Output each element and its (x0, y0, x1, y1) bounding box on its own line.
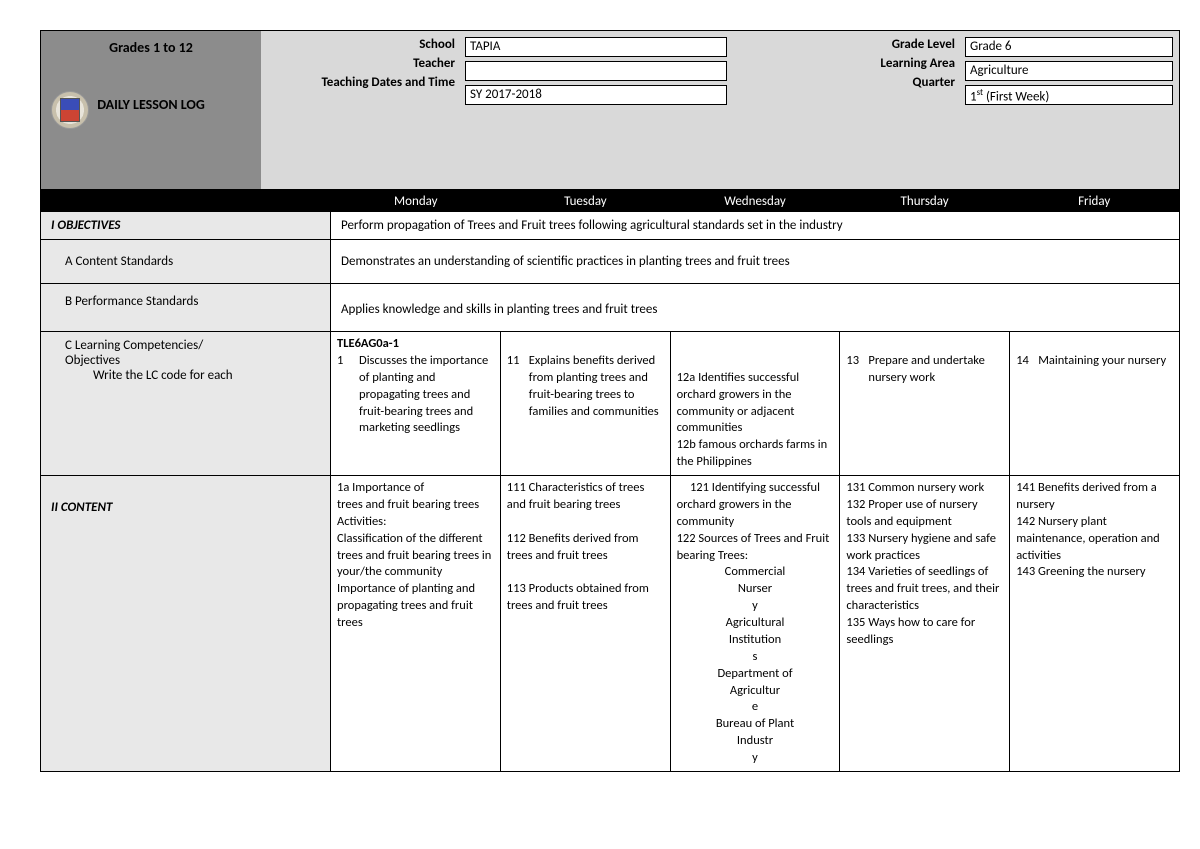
value-school: TAPIA (465, 37, 727, 57)
value-teacher (465, 61, 727, 81)
day-thursday: Thursday (840, 194, 1010, 209)
content-wednesday: 121 Identifying successful orchard growe… (671, 476, 841, 771)
value-dates: SY 2017-2018 (465, 85, 727, 105)
content-thursday: 131 Common nursery work 132 Proper use o… (840, 476, 1010, 771)
content-friday: 141 Benefits derived from a nursery 142 … (1010, 476, 1179, 771)
text-objectives: Perform propagation of Trees and Fruit t… (331, 212, 1179, 239)
days-header-row: Monday Tuesday Wednesday Thursday Friday (40, 190, 1180, 212)
deped-seal-icon (51, 91, 89, 129)
content-tuesday: 111 Characteristics of trees and fruit b… (501, 476, 671, 771)
label-b: B Performance Standards (41, 284, 331, 331)
text-a: Demonstrates an understanding of scienti… (331, 240, 1179, 283)
row-content: II CONTENT 1a Importance of trees and fr… (41, 475, 1179, 771)
value-area: Agriculture (965, 61, 1173, 81)
label-objectives: I OBJECTIVES (41, 212, 331, 239)
label-quarter: Quarter (731, 75, 955, 90)
content-cells: 1a Importance of trees and fruit bearing… (331, 476, 1179, 771)
header-mid-labels: School Teacher Teaching Dates and Time (261, 31, 461, 189)
comp-tuesday: 11Explains benefits derived from plantin… (501, 332, 671, 475)
header-block: Grades 1 to 12 DAILY LESSON LOG School T… (40, 30, 1180, 190)
label-c: C Learning Competencies/ Objectives Writ… (41, 332, 331, 475)
main-table: I OBJECTIVES Perform propagation of Tree… (40, 212, 1180, 772)
row-objectives: I OBJECTIVES Perform propagation of Tree… (41, 212, 1179, 239)
comp-friday: 14Maintaining your nursery (1010, 332, 1179, 475)
day-friday: Friday (1009, 194, 1179, 209)
page: Grades 1 to 12 DAILY LESSON LOG School T… (0, 0, 1200, 849)
comp-monday: TLE6AG0a-1 1Discusses the importance of … (331, 332, 501, 475)
day-tuesday: Tuesday (501, 194, 671, 209)
value-grade: Grade 6 (965, 37, 1173, 57)
label-teacher: Teacher (261, 56, 455, 71)
label-content: II CONTENT (41, 476, 331, 771)
day-wednesday: Wednesday (670, 194, 840, 209)
competencies-cells: TLE6AG0a-1 1Discusses the importance of … (331, 332, 1179, 475)
row-content-standards: A Content Standards Demonstrates an unde… (41, 239, 1179, 283)
row-learning-competencies: C Learning Competencies/ Objectives Writ… (41, 331, 1179, 475)
dll-title: DAILY LESSON LOG (97, 96, 205, 113)
comp-wednesday: 12a Identifies successful orchard grower… (671, 332, 841, 475)
header-left-panel: Grades 1 to 12 DAILY LESSON LOG (41, 31, 261, 189)
label-school: School (261, 37, 455, 52)
value-quarter: 1st (First Week) (965, 85, 1173, 105)
header-right-labels: Grade Level Learning Area Quarter (731, 31, 961, 189)
label-a: A Content Standards (41, 240, 331, 283)
content-monday: 1a Importance of trees and fruit bearing… (331, 476, 501, 771)
label-dates: Teaching Dates and Time (261, 75, 455, 90)
text-b: Applies knowledge and skills in planting… (331, 284, 1179, 331)
grades-title: Grades 1 to 12 (109, 39, 193, 56)
label-area: Learning Area (731, 56, 955, 71)
header-right-values: Grade 6 Agriculture 1st (First Week) (961, 31, 1179, 189)
header-mid-values: TAPIA SY 2017-2018 (461, 31, 731, 189)
comp-thursday: 13Prepare and undertake nursery work (840, 332, 1010, 475)
label-grade: Grade Level (731, 37, 955, 52)
day-monday: Monday (331, 194, 501, 209)
row-performance-standards: B Performance Standards Applies knowledg… (41, 283, 1179, 331)
